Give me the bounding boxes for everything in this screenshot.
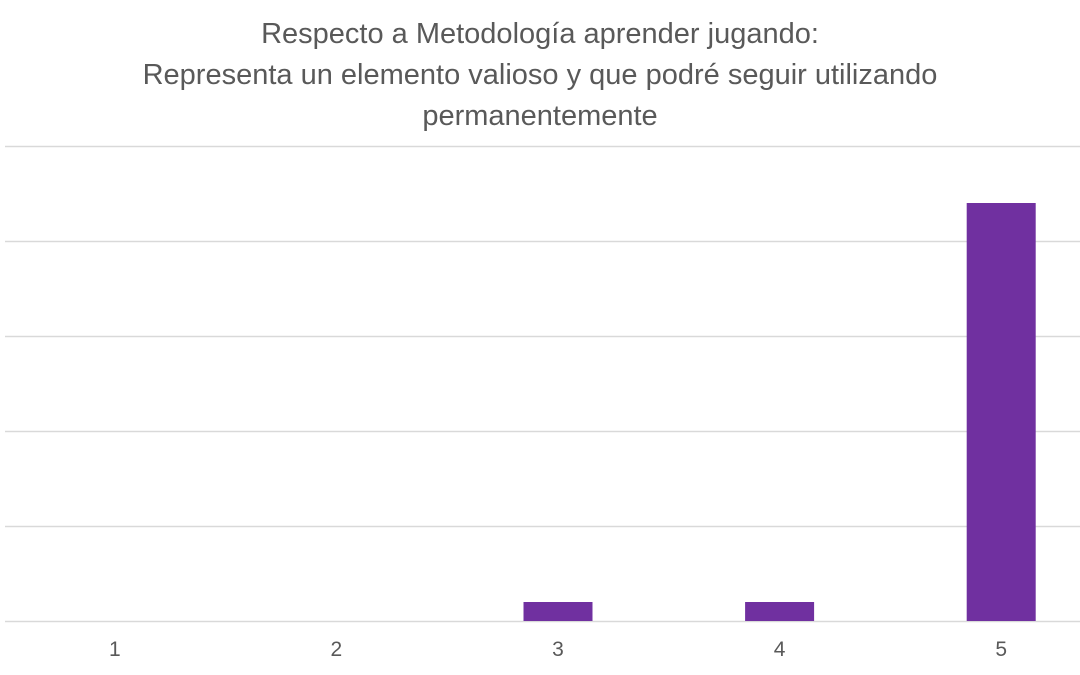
x-tick-label-2: 2 [331,638,343,661]
bars [523,203,1036,621]
x-tick-label-1: 1 [109,638,121,661]
x-tick-label-4: 4 [774,638,786,661]
bar-4 [745,602,815,621]
x-tick-labels: 1 2 3 4 5 [109,638,1007,661]
chart-title-line-3: permanentemente [422,100,658,132]
x-tick-label-3: 3 [552,638,564,661]
chart-title-line-1: Respecto a Metodología aprender jugando: [261,18,819,50]
bar-3 [523,602,593,621]
bar-5 [966,203,1036,621]
chart-title: Respecto a Metodología aprender jugando:… [0,14,1080,137]
x-tick-label-5: 5 [995,638,1007,661]
chart-title-line-2: Representa un elemento valioso y que pod… [142,59,938,91]
gridlines [5,145,1080,623]
